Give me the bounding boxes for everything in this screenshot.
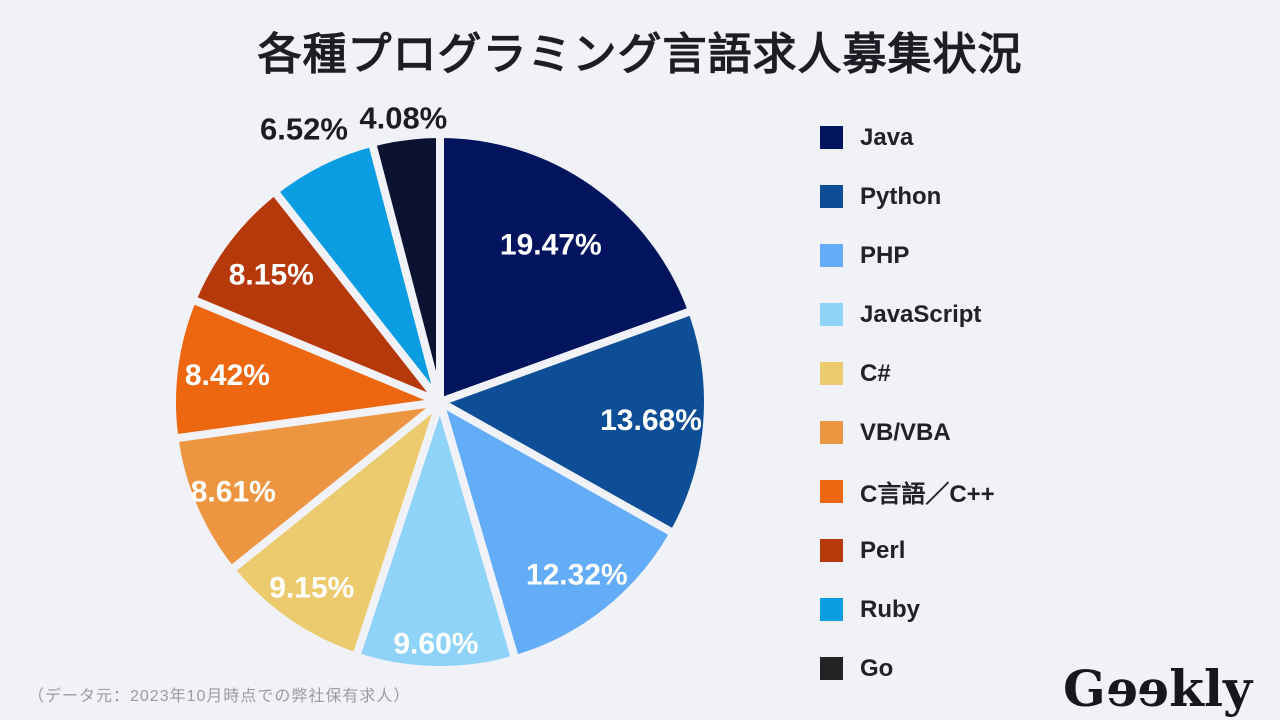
pie-label-vb-vba: 8.61% bbox=[191, 476, 276, 509]
pie-slice-python bbox=[436, 306, 712, 538]
legend-item-python: Python bbox=[820, 167, 1120, 226]
logo-letter: y bbox=[1222, 659, 1252, 718]
pie-slice-go bbox=[368, 130, 444, 406]
legend-label-go: Go bbox=[860, 654, 894, 682]
logo-letter: k bbox=[1169, 659, 1204, 718]
pie-label-go: 4.08% bbox=[359, 100, 447, 135]
logo-letter: l bbox=[1203, 659, 1223, 718]
pie-label-java: 19.47% bbox=[500, 229, 602, 262]
legend-swatch-c-c bbox=[820, 480, 843, 503]
pie-label-javascript: 9.60% bbox=[393, 628, 478, 661]
legend-label-php: PHP bbox=[860, 241, 910, 269]
legend-swatch-perl bbox=[820, 539, 843, 562]
legend-item-c: C# bbox=[820, 344, 1120, 403]
pie-slice-c-c bbox=[168, 295, 444, 443]
chart-legend: Java Python PHP JavaScript C# VB/VBA C言語／C++ Pe… bbox=[820, 108, 1120, 698]
pie-label-ruby: 6.52% bbox=[260, 111, 348, 146]
pie-slice-perl bbox=[188, 187, 444, 406]
logo-letter: e bbox=[1105, 659, 1138, 718]
legend-swatch-javascript bbox=[820, 303, 843, 326]
legend-item-java: Java bbox=[820, 108, 1120, 167]
logo-letter: e bbox=[1137, 659, 1170, 718]
geekly-logo: Geekly bbox=[1062, 659, 1252, 718]
legend-swatch-python bbox=[820, 185, 843, 208]
legend-swatch-ruby bbox=[820, 598, 843, 621]
pie-slice-c bbox=[227, 398, 444, 661]
legend-item-perl: Perl bbox=[820, 521, 1120, 580]
pie-label-python: 13.68% bbox=[600, 404, 702, 437]
legend-label-perl: Perl bbox=[860, 536, 906, 564]
legend-label-python: Python bbox=[860, 182, 942, 210]
legend-swatch-vb-vba bbox=[820, 421, 843, 444]
data-source-note: （データ元：2023年10月時点での弊社保有求人） bbox=[28, 688, 411, 705]
pie-slice-javascript bbox=[352, 398, 520, 674]
legend-swatch-java bbox=[820, 126, 843, 149]
legend-item-vb-vba: VB/VBA bbox=[820, 403, 1120, 462]
legend-item-go: Go bbox=[820, 639, 1120, 698]
legend-item-php: PHP bbox=[820, 226, 1120, 285]
legend-swatch-c bbox=[820, 362, 843, 385]
pie-label-c: 9.15% bbox=[269, 572, 354, 605]
pie-label-php: 12.32% bbox=[526, 559, 628, 592]
pie-label-c-c: 8.42% bbox=[185, 359, 270, 392]
legend-item-javascript: JavaScript bbox=[820, 285, 1120, 344]
legend-label-vb-vba: VB/VBA bbox=[860, 418, 951, 446]
legend-item-c-c: C言語／C++ bbox=[820, 462, 1120, 521]
legend-label-javascript: JavaScript bbox=[860, 300, 982, 328]
legend-label-ruby: Ruby bbox=[860, 595, 920, 623]
legend-label-java: Java bbox=[860, 123, 914, 151]
legend-item-ruby: Ruby bbox=[820, 580, 1120, 639]
legend-swatch-go bbox=[820, 657, 843, 680]
legend-swatch-php bbox=[820, 244, 843, 267]
pie-label-perl: 8.15% bbox=[229, 259, 314, 292]
chart-title: 各種プログラミング言語求人募集状況 bbox=[257, 30, 1023, 79]
pie-slice-java bbox=[436, 130, 696, 406]
pie-slice-vb-vba bbox=[170, 398, 444, 574]
logo-letter: G bbox=[1062, 659, 1106, 718]
legend-label-c: C# bbox=[860, 359, 891, 387]
legend-label-c-c: C言語／C++ bbox=[860, 481, 995, 508]
